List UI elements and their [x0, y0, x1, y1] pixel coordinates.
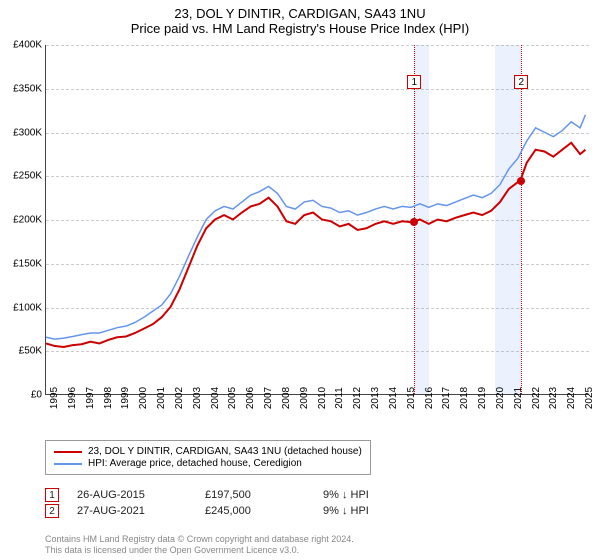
- x-tick-label: 2002: [174, 387, 185, 409]
- sales-table: 1 26-AUG-2015 £197,500 9% ↓ HPI 2 27-AUG…: [45, 486, 369, 520]
- x-tick-label: 1995: [49, 387, 60, 409]
- x-tick-label: 2004: [210, 387, 221, 409]
- x-tick-label: 2003: [192, 387, 203, 409]
- x-tick-label: 2023: [548, 387, 559, 409]
- footnote-line1: Contains HM Land Registry data © Crown c…: [45, 534, 354, 545]
- y-tick-label: £150K: [13, 258, 42, 269]
- series-property: [46, 143, 585, 347]
- legend: 23, DOL Y DINTIR, CARDIGAN, SA43 1NU (de…: [45, 440, 371, 475]
- x-tick-label: 2014: [388, 387, 399, 409]
- series-hpi: [46, 115, 585, 339]
- plot-area: 12: [45, 45, 589, 395]
- x-tick-label: 1996: [67, 387, 78, 409]
- y-tick-label: £100K: [13, 302, 42, 313]
- x-tick-label: 2019: [477, 387, 488, 409]
- x-tick-label: 2011: [334, 387, 345, 409]
- x-tick-label: 2016: [424, 387, 435, 409]
- x-tick-label: 2007: [263, 387, 274, 409]
- footnote-line2: This data is licensed under the Open Gov…: [45, 545, 354, 556]
- x-tick-label: 1999: [120, 387, 131, 409]
- y-tick-label: £300K: [13, 127, 42, 138]
- sales-price-2: £245,000: [205, 505, 305, 517]
- x-tick-label: 2008: [281, 387, 292, 409]
- y-tick-label: £200K: [13, 215, 42, 226]
- sales-price-1: £197,500: [205, 489, 305, 501]
- x-tick-label: 2009: [299, 387, 310, 409]
- x-tick-label: 2001: [156, 387, 167, 409]
- legend-label-property: 23, DOL Y DINTIR, CARDIGAN, SA43 1NU (de…: [88, 446, 362, 457]
- x-tick-label: 2018: [459, 387, 470, 409]
- x-tick-label: 2005: [227, 387, 238, 409]
- sales-hpi-2: 9% ↓ HPI: [323, 505, 369, 517]
- sales-row: 1 26-AUG-2015 £197,500 9% ↓ HPI: [45, 488, 369, 502]
- chart-subtitle: Price paid vs. HM Land Registry's House …: [0, 21, 600, 40]
- x-tick-label: 1998: [103, 387, 114, 409]
- chart-title: 23, DOL Y DINTIR, CARDIGAN, SA43 1NU: [0, 0, 600, 21]
- legend-item-property: 23, DOL Y DINTIR, CARDIGAN, SA43 1NU (de…: [54, 446, 362, 457]
- x-tick-label: 2012: [352, 387, 363, 409]
- y-tick-label: £350K: [13, 83, 42, 94]
- x-tick-label: 2013: [370, 387, 381, 409]
- sales-date-2: 27-AUG-2021: [77, 505, 187, 517]
- x-tick-label: 2000: [138, 387, 149, 409]
- x-tick-label: 2021: [513, 387, 524, 409]
- sales-row: 2 27-AUG-2021 £245,000 9% ↓ HPI: [45, 504, 369, 518]
- sales-date-1: 26-AUG-2015: [77, 489, 187, 501]
- legend-item-hpi: HPI: Average price, detached house, Cere…: [54, 458, 362, 469]
- sales-marker-1: 1: [45, 488, 59, 502]
- x-tick-label: 1997: [85, 387, 96, 409]
- y-tick-label: £50K: [19, 346, 42, 357]
- sales-marker-2: 2: [45, 504, 59, 518]
- x-tick-label: 2010: [317, 387, 328, 409]
- y-tick-label: £250K: [13, 171, 42, 182]
- legend-label-hpi: HPI: Average price, detached house, Cere…: [88, 458, 302, 469]
- x-tick-label: 2024: [566, 387, 577, 409]
- x-tick-label: 2017: [441, 387, 452, 409]
- x-tick-label: 2015: [406, 387, 417, 409]
- x-tick-label: 2020: [495, 387, 506, 409]
- y-tick-label: £0: [31, 390, 42, 401]
- sales-hpi-1: 9% ↓ HPI: [323, 489, 369, 501]
- footnote: Contains HM Land Registry data © Crown c…: [45, 534, 354, 556]
- x-tick-label: 2022: [531, 387, 542, 409]
- x-tick-label: 2006: [245, 387, 256, 409]
- y-tick-label: £400K: [13, 40, 42, 51]
- x-tick-label: 2025: [584, 387, 595, 409]
